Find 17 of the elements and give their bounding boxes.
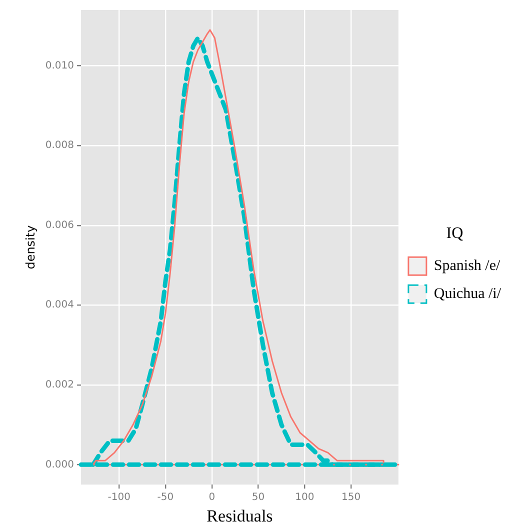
- y-tick-label: 0.000: [45, 459, 74, 470]
- x-tick-label: -100: [108, 492, 130, 504]
- y-tick-label: 0.002: [45, 379, 74, 390]
- legend-label: Quichua /i/: [434, 286, 502, 302]
- x-tick-label: 150: [342, 492, 361, 504]
- x-tick-label: 50: [252, 492, 265, 504]
- y-tick-label: 0.004: [45, 300, 74, 311]
- legend-label: Spanish /e/: [434, 258, 502, 274]
- x-tick-label: 100: [295, 492, 314, 504]
- x-tick-label: 0: [208, 492, 216, 504]
- y-axis-title: density: [23, 225, 38, 270]
- legend-title: IQ: [446, 225, 464, 242]
- x-axis-title: Residuals: [206, 506, 273, 526]
- x-tick-label: -50: [157, 492, 174, 504]
- y-tick-label: 0.008: [45, 140, 74, 152]
- y-tick-label: 0.010: [45, 60, 74, 72]
- y-tick-label: 0.006: [45, 220, 74, 231]
